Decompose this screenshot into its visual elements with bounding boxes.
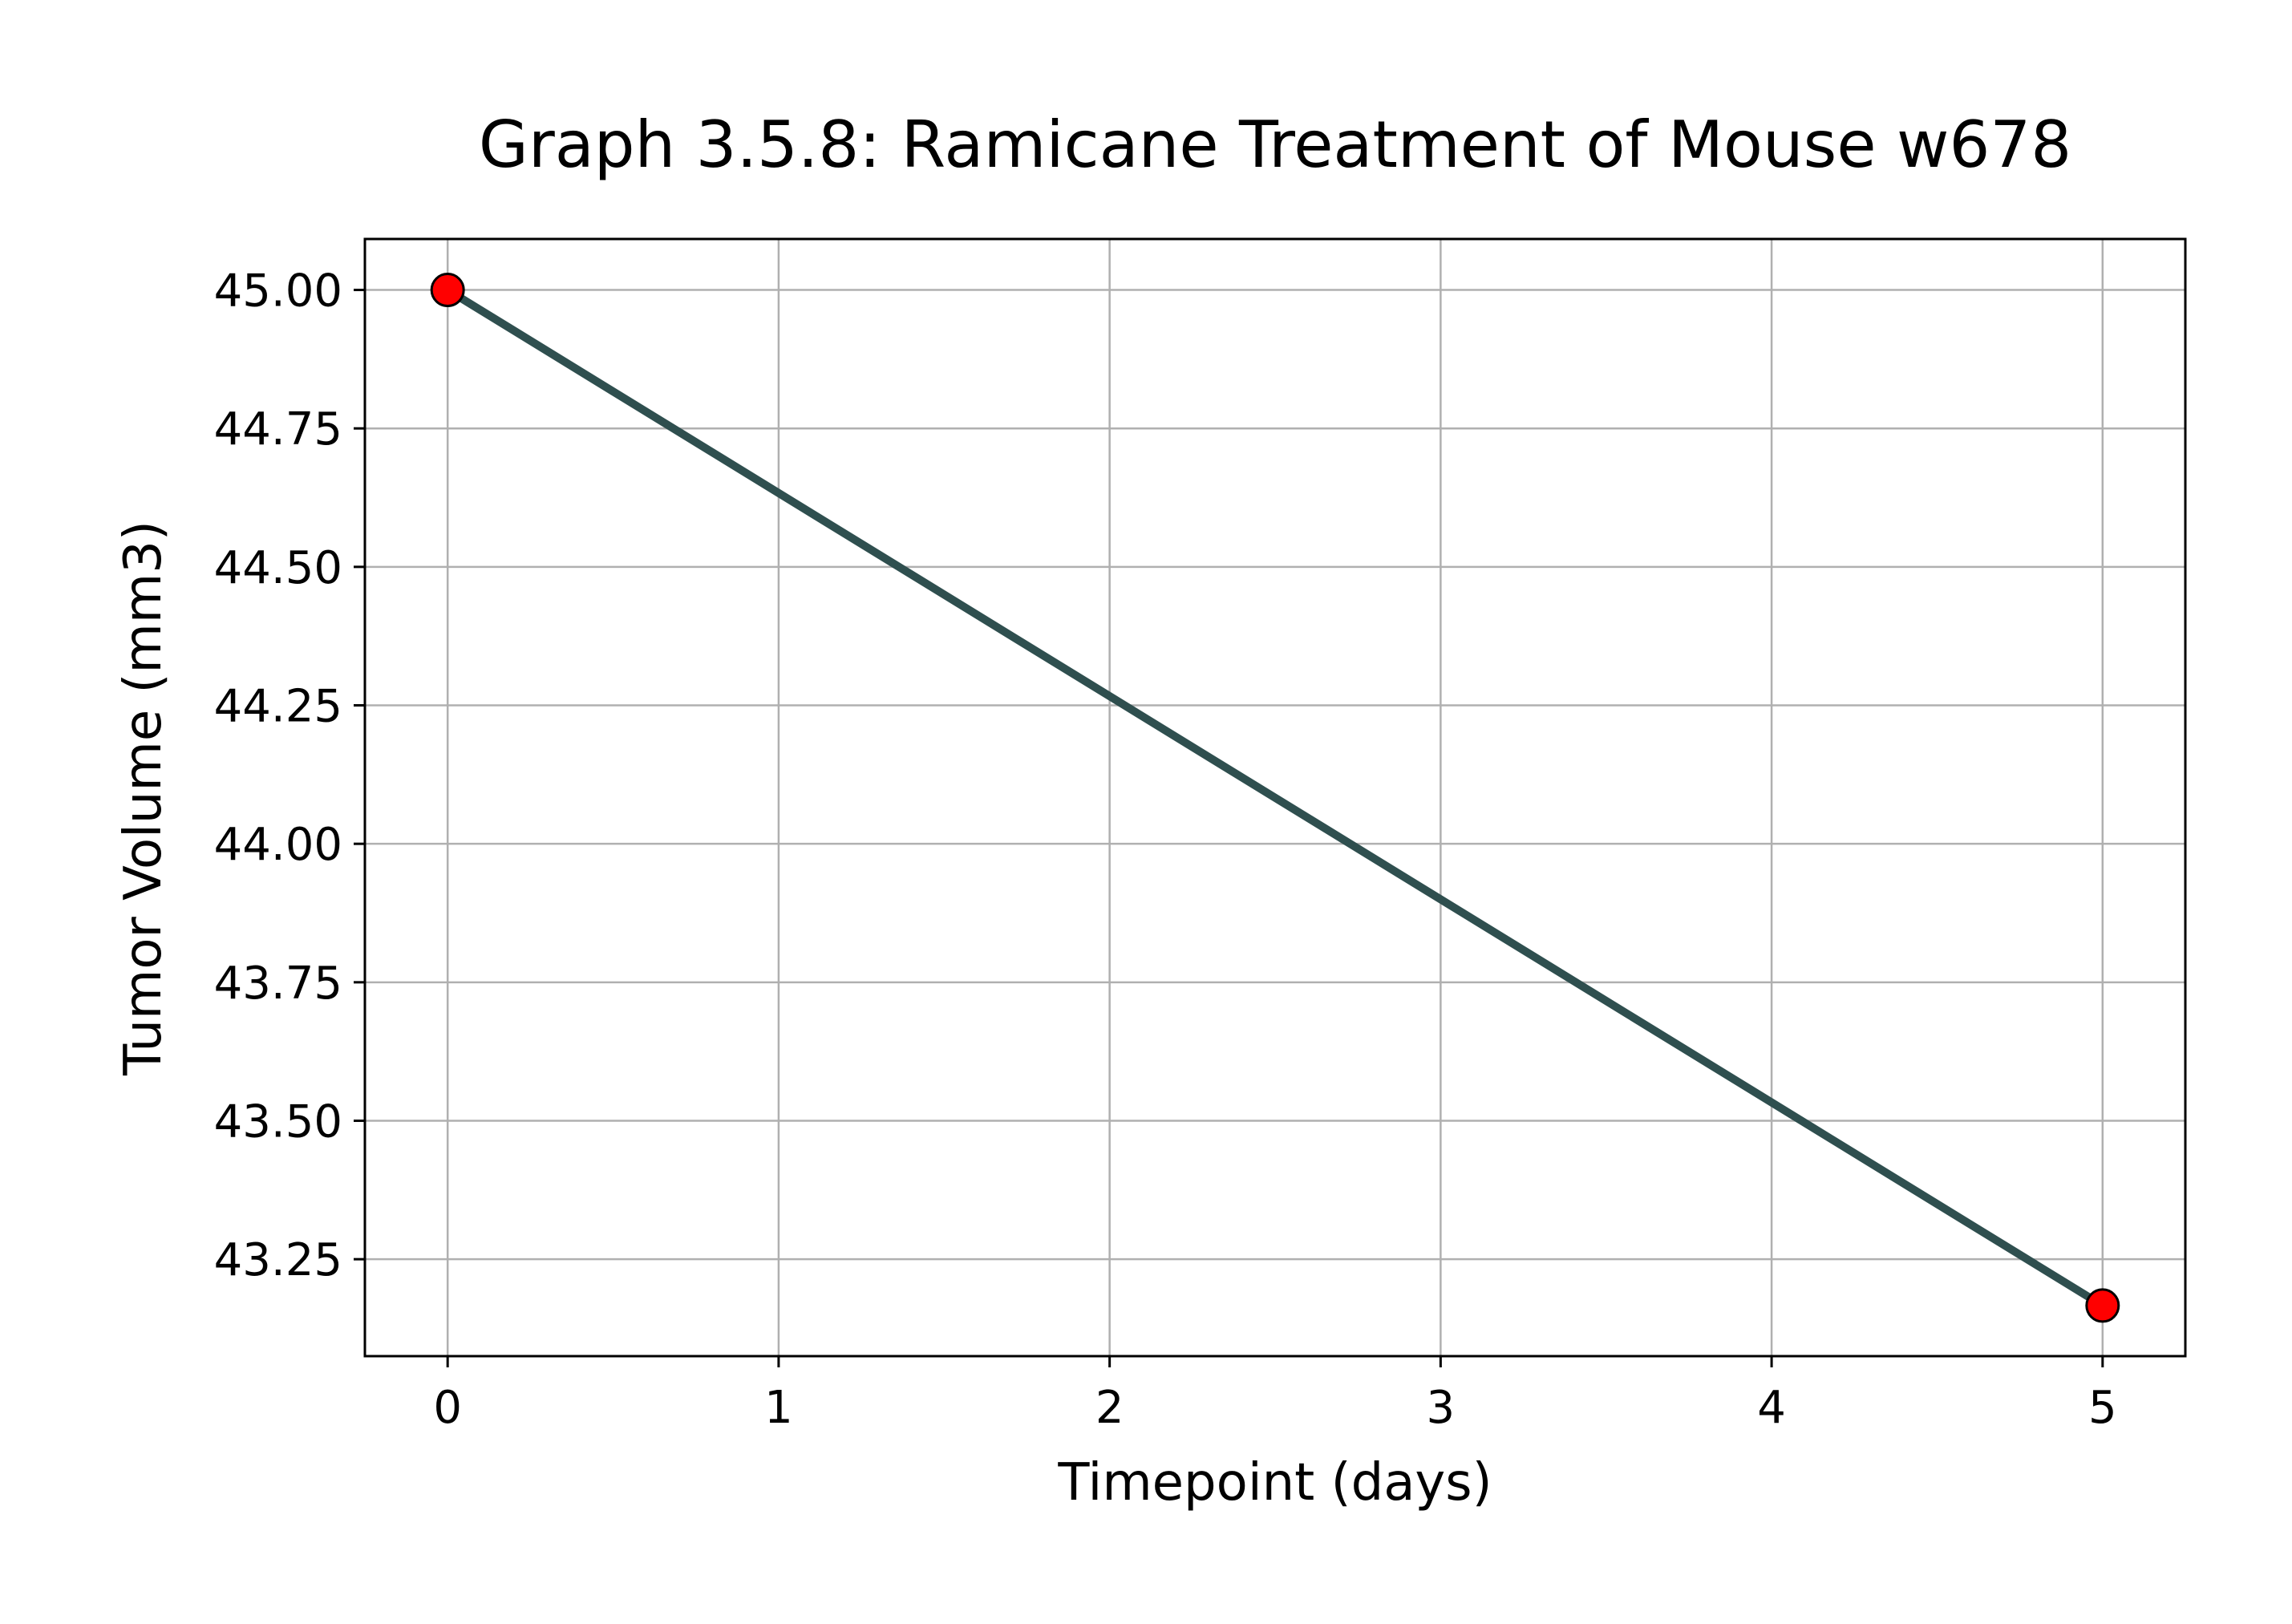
y-tick-label: 43.50 [214, 1095, 342, 1148]
y-axis-label: Tumor Volume (mm3) [114, 520, 173, 1076]
x-tick-label: 4 [1757, 1382, 1786, 1434]
x-tick-label: 1 [764, 1382, 793, 1434]
y-tick-label: 43.25 [214, 1234, 342, 1286]
y-tick-label: 44.50 [214, 542, 342, 594]
x-tick-label: 0 [433, 1382, 462, 1434]
y-tick-label: 45.00 [214, 265, 342, 318]
plot-area-frame [363, 237, 2187, 1358]
grid-lines [365, 239, 2185, 1356]
y-tick-label: 44.75 [214, 403, 342, 456]
y-tick-label: 44.25 [214, 681, 342, 733]
x-axis-label: Timepoint (days) [1057, 1453, 1492, 1513]
y-tick-label: 43.75 [214, 958, 342, 1010]
chart-title: Graph 3.5.8: Ramicane Treatment of Mouse… [479, 107, 2071, 182]
series-line [443, 286, 2107, 1310]
y-axis-ticks: 43.25 43.50 43.75 44.00 44.25 44.50 44.75 45.00 [214, 265, 365, 1286]
x-tick-label: 3 [1427, 1382, 1456, 1434]
data-point-marker [430, 273, 465, 308]
y-tick-label: 44.00 [214, 819, 342, 871]
data-points [430, 273, 2120, 1323]
x-axis-ticks: 0 1 2 3 4 5 [433, 1356, 2117, 1434]
data-point-marker [2085, 1288, 2120, 1323]
series-lines [443, 286, 2107, 1310]
x-tick-label: 2 [1095, 1382, 1124, 1434]
x-tick-label: 5 [2088, 1382, 2117, 1434]
